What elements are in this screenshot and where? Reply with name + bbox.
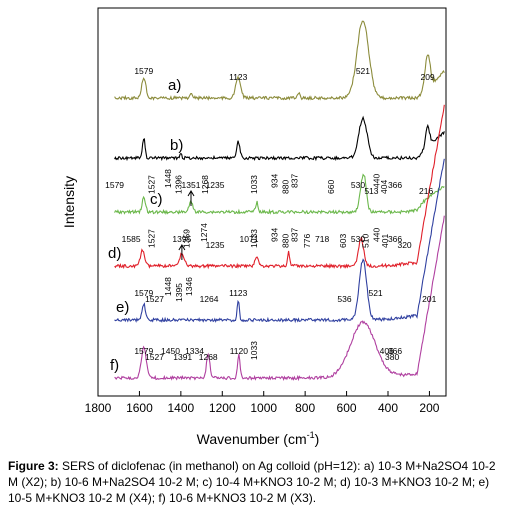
peak-label: 380 xyxy=(385,352,399,362)
peak-label: 513 xyxy=(364,186,378,196)
caption-text: SERS of diclofenac (in methanol) on Ag c… xyxy=(8,459,496,505)
peak-label: 216 xyxy=(419,186,433,196)
x-tick-label: 1400 xyxy=(168,401,195,415)
spectrum-line-5 xyxy=(114,215,445,382)
x-axis-ticks: 1800 1600 1400 1200 1000 800 600 400 200 xyxy=(85,391,440,415)
peak-label: 1071 xyxy=(240,234,259,244)
x-tick-label: 200 xyxy=(419,401,439,415)
peak-label: 1579 xyxy=(134,288,153,298)
peak-label: 1395 xyxy=(174,283,184,302)
spectra xyxy=(114,20,445,382)
spectrum-line-4 xyxy=(114,158,445,324)
x-tick-label: 1800 xyxy=(85,401,112,415)
peak-label: 1120 xyxy=(230,346,249,356)
peak-label: 1527 xyxy=(147,175,157,194)
peak-label: 934 xyxy=(269,228,279,242)
peak-label: 406 xyxy=(380,346,394,356)
figure-caption: Figure 3: SERS of diclofenac (in methano… xyxy=(8,458,508,506)
x-tick-label: 1600 xyxy=(126,401,153,415)
peak-label: 1334 xyxy=(185,346,204,356)
peak-label: 1033 xyxy=(249,175,259,194)
peak-label: 1527 xyxy=(145,294,164,304)
peak-label: 837 xyxy=(289,174,299,188)
peak-label: 201 xyxy=(422,294,436,304)
peak-label: 209 xyxy=(420,72,434,82)
spectrum-line-0 xyxy=(114,20,445,101)
peak-label: 1268 xyxy=(199,352,218,362)
peak-label: 510 xyxy=(360,234,370,248)
series-letter: b) xyxy=(170,137,183,154)
peak-label: 1123 xyxy=(229,288,248,298)
peak-label: 880 xyxy=(281,234,291,248)
x-axis-label-close: ) xyxy=(315,431,320,447)
plot-frame xyxy=(97,7,447,397)
peak-label: 404 xyxy=(379,180,389,194)
peak-label: 1448 xyxy=(163,169,173,188)
peak-label: 1346 xyxy=(184,277,194,296)
x-tick-label: 1200 xyxy=(209,401,236,415)
series-letter: d) xyxy=(108,245,121,262)
peak-label: 1274 xyxy=(199,223,209,242)
x-axis-label-main: Wavenumber (cm xyxy=(197,431,307,447)
x-tick-label: 800 xyxy=(295,401,315,415)
peak-label: 440 xyxy=(372,228,382,242)
series-letter: e) xyxy=(116,299,129,316)
peak-label: 1395 xyxy=(172,234,191,244)
peak-label: 776 xyxy=(302,234,312,248)
peak-label: 1450 xyxy=(161,346,180,356)
peak-label: 1123 xyxy=(229,72,248,82)
peak-label: 1579 xyxy=(134,66,153,76)
spectrum-line-1 xyxy=(114,115,445,162)
peak-arrowhead xyxy=(187,190,195,197)
peak-label: 1033 xyxy=(249,341,259,360)
peak-label: 401 xyxy=(380,234,390,248)
peak-label: 718 xyxy=(315,234,329,244)
peak-label: 1527 xyxy=(147,229,157,248)
peak-label: 1391 xyxy=(173,352,192,362)
peak-label: 880 xyxy=(281,180,291,194)
spectrum-line-3 xyxy=(114,104,445,270)
peak-label: 521 xyxy=(368,288,382,298)
peak-label: 320 xyxy=(397,240,411,250)
peak-label: 1268 xyxy=(200,175,210,194)
peak-label: 366 xyxy=(388,346,402,356)
series-letter: a) xyxy=(168,77,181,94)
x-tick-label: 1000 xyxy=(250,401,277,415)
peak-label: 1448 xyxy=(163,277,173,296)
peak-label: 1235 xyxy=(206,240,225,250)
peak-label: 934 xyxy=(269,174,279,188)
x-axis-label-sup: -1 xyxy=(307,430,315,440)
sers-chart: 1800 1600 1400 1200 1000 800 600 400 200 a)15791… xyxy=(61,7,447,447)
peak-label: 530 xyxy=(351,180,365,190)
peak-arrowhead xyxy=(178,244,186,251)
series-letter: f) xyxy=(110,357,119,374)
peak-label: 1579 xyxy=(134,346,153,356)
caption-figure-label: Figure 3: xyxy=(8,459,59,473)
x-tick-label: 400 xyxy=(378,401,398,415)
x-tick-label: 600 xyxy=(337,401,357,415)
peak-label: 440 xyxy=(372,174,382,188)
y-axis-label: Intensity xyxy=(61,176,77,228)
peak-label: 521 xyxy=(356,66,370,76)
peak-label: 536 xyxy=(337,294,351,304)
x-axis-label: Wavenumber (cm-1) xyxy=(197,430,320,447)
peak-label: 530 xyxy=(351,234,365,244)
peak-label: 1585 xyxy=(122,234,141,244)
peak-label: 1235 xyxy=(206,180,225,190)
peak-label: 1579 xyxy=(105,180,124,190)
peak-label: 1527 xyxy=(145,352,164,362)
peak-label: 366 xyxy=(388,234,402,244)
peak-label: 1264 xyxy=(200,294,219,304)
peak-label: 1033 xyxy=(249,229,259,248)
peak-label: 1359 xyxy=(181,229,191,248)
peak-label: 660 xyxy=(326,180,336,194)
peak-label: 366 xyxy=(388,180,402,190)
peak-label: 1396 xyxy=(174,175,184,194)
peak-label: 837 xyxy=(289,228,299,242)
series-letter: c) xyxy=(150,191,163,208)
peak-label: 603 xyxy=(338,234,348,248)
peak-label: 1351 xyxy=(182,180,201,190)
spectrum-line-2 xyxy=(114,173,445,216)
